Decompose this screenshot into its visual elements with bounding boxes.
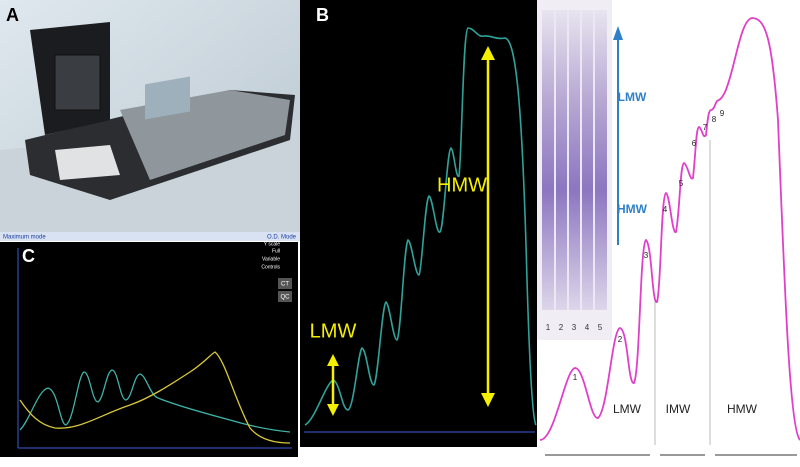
peak-label: 7 xyxy=(703,123,708,132)
profile-trace xyxy=(539,17,800,441)
panel-label: A xyxy=(6,5,19,25)
trace xyxy=(304,27,537,426)
peak-label: 3 xyxy=(644,251,649,260)
gel-label: HMW xyxy=(617,202,648,216)
lane-label: 3 xyxy=(572,323,577,332)
peak-label: 8 xyxy=(712,115,717,124)
button[interactable] xyxy=(278,278,292,289)
peak-label: 6 xyxy=(692,139,697,148)
annotation: HMW xyxy=(437,174,487,196)
region-label: LMW xyxy=(613,402,642,416)
lane-label: 2 xyxy=(559,323,564,332)
plot-area xyxy=(0,242,298,457)
profile: LMW IMW HMW 1 2 3 4 5 6 7 8 9 xyxy=(539,17,800,456)
button-label[interactable]: CT xyxy=(281,282,289,288)
controls-title: Y scale xyxy=(264,241,281,247)
lane-label: 4 xyxy=(585,323,590,332)
peak-label: 4 xyxy=(663,205,668,214)
arrowhead xyxy=(327,354,339,366)
lane-label: 5 xyxy=(598,323,603,332)
region-label: HMW xyxy=(727,402,758,416)
gel: 1 2 3 4 5 LMW HMW xyxy=(537,0,648,340)
lane-label: 1 xyxy=(546,323,551,332)
peak-label: 1 xyxy=(573,373,578,382)
tray xyxy=(55,145,120,180)
trace-teal xyxy=(19,369,291,433)
panel-a: A xyxy=(0,0,300,232)
panel-label: B xyxy=(316,5,329,25)
panel-c: Maximum mode O.D. Mode Y scale Full Vari… xyxy=(0,232,300,467)
controls-option[interactable]: Controls xyxy=(261,264,280,270)
arrowhead xyxy=(481,393,495,407)
arrowhead xyxy=(481,46,495,60)
trace-yellow xyxy=(19,351,291,444)
arrowhead xyxy=(327,404,339,416)
controls-option[interactable]: Variable xyxy=(262,256,280,262)
panel-label: C xyxy=(22,246,35,266)
gel-label: LMW xyxy=(618,90,647,104)
region-label: IMW xyxy=(666,402,691,416)
header-left: Maximum mode xyxy=(3,235,46,241)
arrowhead xyxy=(613,26,623,40)
button[interactable] xyxy=(278,291,292,302)
peak-label: 5 xyxy=(679,179,684,188)
header-bar xyxy=(0,232,300,241)
screen xyxy=(145,76,190,120)
peak-label: 2 xyxy=(618,335,623,344)
button-label[interactable]: QC xyxy=(281,295,291,301)
lid-window xyxy=(54,54,101,111)
peak-label: 9 xyxy=(720,109,725,118)
header-right: O.D. Mode xyxy=(267,235,297,241)
panel-b-bg xyxy=(300,0,537,447)
annotation: LMW xyxy=(310,320,357,342)
panel-b: LMW HMW B xyxy=(300,0,537,447)
gel-lanes xyxy=(542,10,607,310)
controls-option[interactable]: Full xyxy=(272,248,280,254)
